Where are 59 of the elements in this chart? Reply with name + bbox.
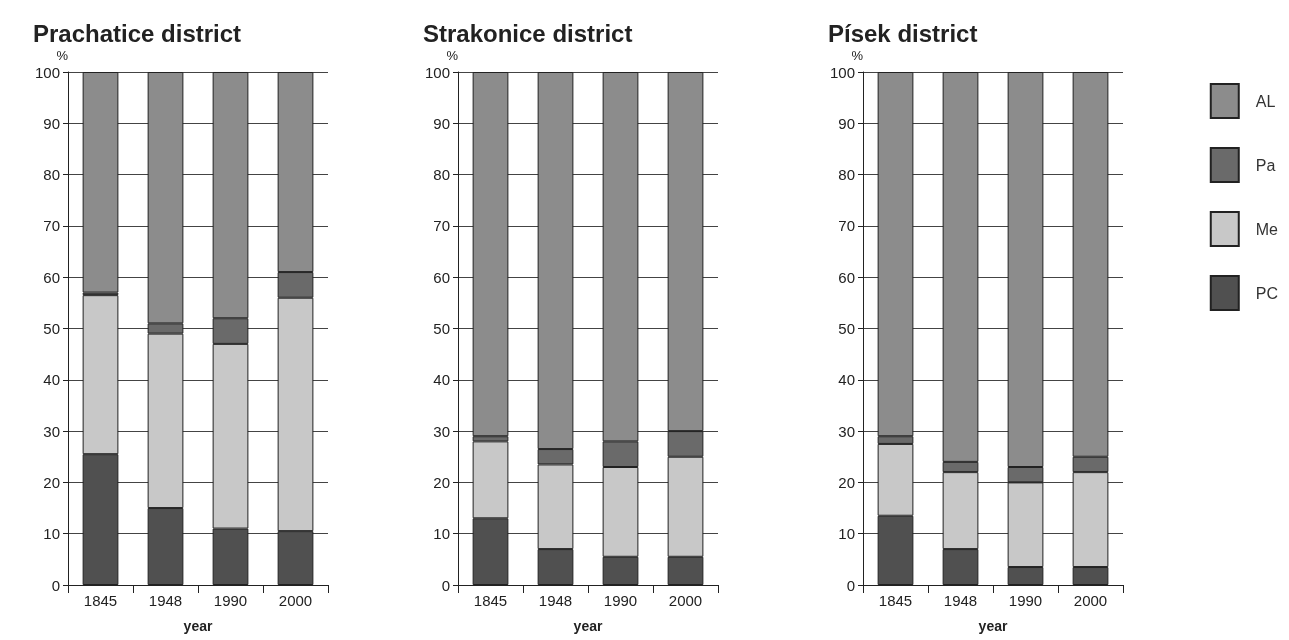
legend-label: Pa <box>1255 156 1276 174</box>
y-axis-title: % <box>446 48 459 63</box>
x-tick-label: 1845 <box>473 592 508 609</box>
y-tick-label: 0 <box>441 576 450 594</box>
x-axis-title: year <box>573 618 603 634</box>
y-tick-label: 100 <box>34 63 60 81</box>
x-tick-label: 1948 <box>538 592 573 609</box>
y-tick-label: 30 <box>838 422 855 440</box>
y-tick-label: 0 <box>51 576 60 594</box>
y-tick-label: 50 <box>433 320 450 337</box>
y-axis-title: % <box>56 48 69 63</box>
chart-title: Strakonice district <box>423 19 633 47</box>
legend-label: PC <box>1255 284 1279 302</box>
chart-title: Písek district <box>828 19 978 47</box>
y-tick-label: 20 <box>433 473 450 491</box>
y-tick-label: 80 <box>433 166 450 184</box>
y-tick-label: 90 <box>43 114 60 132</box>
y-tick-label: 100 <box>424 63 450 81</box>
x-axis-title: year <box>978 618 1008 634</box>
y-tick-label: 50 <box>838 320 855 337</box>
x-tick-label: 1990 <box>213 592 248 609</box>
bar <box>82 72 119 293</box>
y-tick-label: 60 <box>43 268 60 286</box>
x-tick-label: 1990 <box>1008 592 1043 609</box>
y-tick-label: 30 <box>433 422 450 440</box>
y-tick-label: 70 <box>838 217 855 235</box>
y-tick-label: 100 <box>829 63 855 81</box>
y-tick-label: 10 <box>43 525 60 543</box>
y-tick-label: 10 <box>838 525 855 543</box>
legend-label: Me <box>1255 220 1279 238</box>
chart-title: Prachatice district <box>33 19 242 47</box>
y-axis-title: % <box>851 48 864 63</box>
x-tick-label: 1990 <box>603 592 638 609</box>
y-tick-label: 80 <box>838 166 855 184</box>
x-tick-label: 1948 <box>943 592 978 609</box>
y-tick-label: 70 <box>43 217 60 235</box>
legend-label: AL <box>1255 92 1276 110</box>
y-tick-label: 10 <box>433 525 450 543</box>
x-tick-label: 1845 <box>878 592 913 609</box>
x-tick-label: 1845 <box>83 592 118 609</box>
x-tick-label: 1948 <box>148 592 183 609</box>
x-tick-label: 2000 <box>278 592 313 609</box>
y-tick-label: 60 <box>838 268 855 286</box>
y-tick-label: 70 <box>433 217 450 235</box>
y-tick-label: 40 <box>838 371 855 389</box>
y-tick-label: 60 <box>433 268 450 286</box>
y-tick-label: 40 <box>43 371 60 389</box>
y-tick-label: 30 <box>43 422 60 440</box>
y-tick-label: 20 <box>43 473 60 491</box>
y-tick-label: 40 <box>433 371 450 389</box>
y-tick-label: 90 <box>838 114 855 132</box>
y-tick-label: 20 <box>838 473 855 491</box>
y-tick-label: 0 <box>846 576 855 594</box>
y-tick-label: 80 <box>43 166 60 184</box>
x-tick-label: 2000 <box>1073 592 1108 609</box>
x-axis-title: year <box>183 618 213 634</box>
x-tick-label: 2000 <box>668 592 703 609</box>
y-tick-label: 90 <box>433 114 450 132</box>
y-tick-label: 50 <box>43 320 60 337</box>
